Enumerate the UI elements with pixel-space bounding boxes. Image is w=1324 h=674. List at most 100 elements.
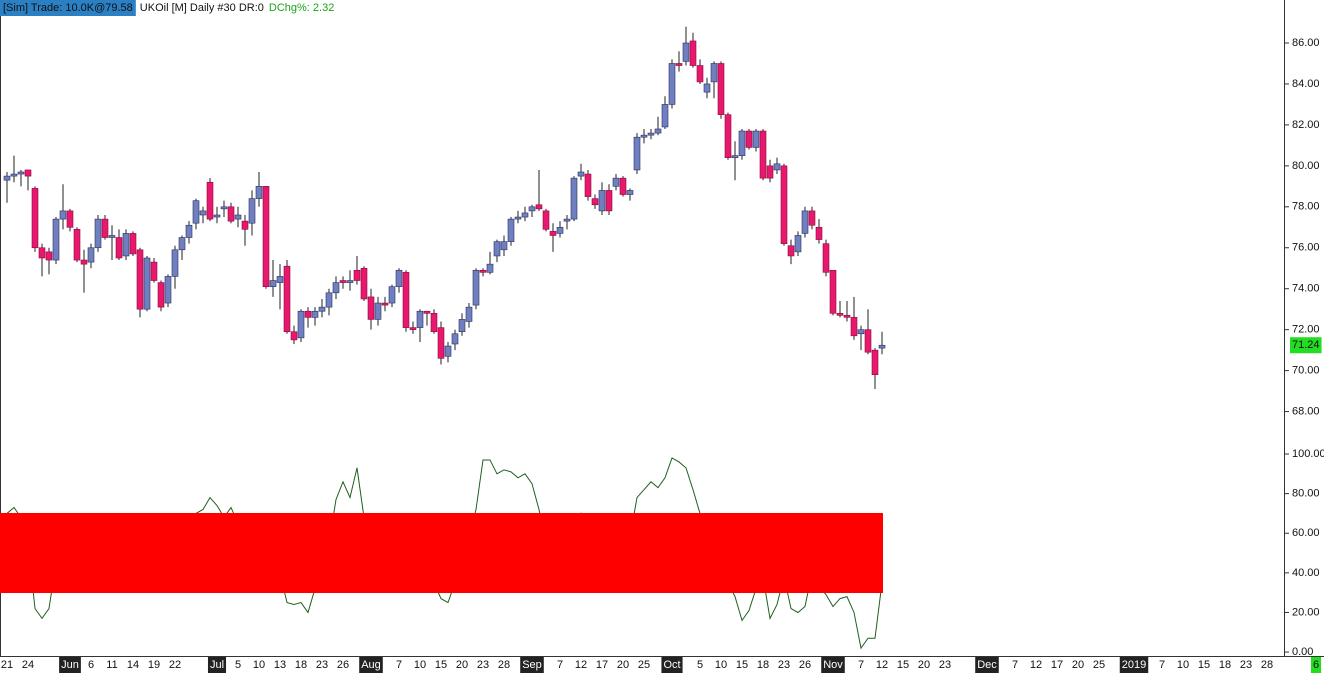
candle-body xyxy=(486,263,494,273)
candle-body xyxy=(262,186,270,287)
x-tick-label: 7 xyxy=(858,659,864,671)
candle-body xyxy=(318,306,326,312)
candle-body xyxy=(528,206,536,212)
candle-body xyxy=(353,269,361,281)
x-tick-badge xyxy=(975,657,999,673)
candle-body xyxy=(850,317,858,337)
sim-badge xyxy=(0,0,136,16)
candle-body xyxy=(710,63,718,83)
y-tick-label: 80.00 xyxy=(1292,160,1320,172)
x-tick-label: 28 xyxy=(498,659,510,671)
candle-body xyxy=(381,302,389,306)
x-tick-label: 28 xyxy=(1261,659,1273,671)
candle-body xyxy=(514,216,522,220)
x-tick-label: 7 xyxy=(1012,659,1018,671)
osc-tick-label: 20.00 xyxy=(1292,606,1320,618)
x-tick-label: Sep xyxy=(522,659,542,671)
x-tick-label: 25 xyxy=(638,659,650,671)
candle-body xyxy=(199,210,207,216)
candle-body xyxy=(255,186,263,199)
x-tick-label: 15 xyxy=(897,659,909,671)
candle-body xyxy=(521,212,529,218)
candle-body xyxy=(451,333,459,345)
x-tick-label: 7 xyxy=(396,659,402,671)
y-tick-label: 74.00 xyxy=(1292,283,1320,295)
candle-body xyxy=(731,155,739,158)
candle-body xyxy=(808,210,816,226)
candle-body xyxy=(178,237,186,251)
x-tick-label: 17 xyxy=(1051,659,1063,671)
x-tick-label: Oct xyxy=(663,659,680,671)
candle-body xyxy=(325,292,333,308)
candle-body xyxy=(248,198,256,224)
x-tick-label: 15 xyxy=(1198,659,1210,671)
candle-body xyxy=(654,128,662,134)
candle-body xyxy=(612,177,620,187)
candle-body xyxy=(304,310,312,318)
candle-body xyxy=(626,190,634,195)
candle-body xyxy=(703,83,711,93)
candle-body xyxy=(864,329,872,353)
x-tick-label: 7 xyxy=(557,659,563,671)
candle-body xyxy=(570,177,578,220)
y-tick-label: 86.00 xyxy=(1292,37,1320,49)
candle-body xyxy=(38,247,46,259)
candle-body xyxy=(759,130,767,179)
x-tick-label: 18 xyxy=(757,659,769,671)
x-tick-label: 6 xyxy=(88,659,94,671)
candle-body xyxy=(696,65,704,83)
candle-body xyxy=(598,190,606,212)
candle-body xyxy=(682,42,690,62)
x-tick-label: 15 xyxy=(736,659,748,671)
x-tick-badge xyxy=(359,657,383,673)
candle-body xyxy=(45,251,53,261)
x-tick-label: 10 xyxy=(253,659,265,671)
y-tick-label: 76.00 xyxy=(1292,242,1320,254)
x-tick-badge xyxy=(59,657,81,673)
candle-body xyxy=(122,233,130,257)
x-tick-label: 26 xyxy=(799,659,811,671)
candle-body xyxy=(437,327,445,359)
x-tick-label: Jul xyxy=(210,659,224,671)
candle-body xyxy=(738,130,746,156)
candle-body xyxy=(276,276,284,283)
instrument-label: UKOil [M] Daily #30 DR:0 xyxy=(140,2,264,14)
candle-body xyxy=(878,344,886,349)
candle-body xyxy=(213,214,221,218)
candle-body xyxy=(556,226,564,234)
x-tick-label: 26 xyxy=(337,659,349,671)
candle-body xyxy=(766,165,774,179)
candle-body xyxy=(500,241,508,251)
x-tick-label: Dec xyxy=(977,659,997,671)
x-tick-label: 20 xyxy=(918,659,930,671)
x-tick-label: 7 xyxy=(1159,659,1165,671)
candle-body xyxy=(143,257,151,310)
x-tick-label: 6 xyxy=(1313,659,1319,671)
redaction-box xyxy=(0,513,883,593)
candle-body xyxy=(227,206,235,222)
x-tick-badge xyxy=(1310,657,1322,673)
candle-body xyxy=(871,349,879,376)
candle-body xyxy=(136,249,144,310)
candle-body xyxy=(479,269,487,273)
candle-body xyxy=(234,214,242,220)
x-tick-label: 18 xyxy=(295,659,307,671)
x-tick-label: 12 xyxy=(1030,659,1042,671)
x-tick-label: Aug xyxy=(361,659,381,671)
osc-tick-label: 80.00 xyxy=(1292,488,1320,500)
candle-body xyxy=(164,276,172,304)
candle-body xyxy=(115,237,123,259)
x-tick-badge xyxy=(207,657,227,673)
x-tick-label: 17 xyxy=(596,659,608,671)
candle-body xyxy=(836,312,844,316)
candle-body xyxy=(647,132,655,136)
x-tick-badge xyxy=(1119,657,1149,673)
candle-body xyxy=(150,261,158,281)
candle-body xyxy=(549,231,557,236)
candle-body xyxy=(24,169,32,177)
candle-body xyxy=(843,315,851,318)
y-tick-label: 72.00 xyxy=(1292,324,1320,336)
osc-tick-label: 60.00 xyxy=(1292,527,1320,539)
candle-body xyxy=(17,171,25,175)
candle-body xyxy=(346,280,354,283)
